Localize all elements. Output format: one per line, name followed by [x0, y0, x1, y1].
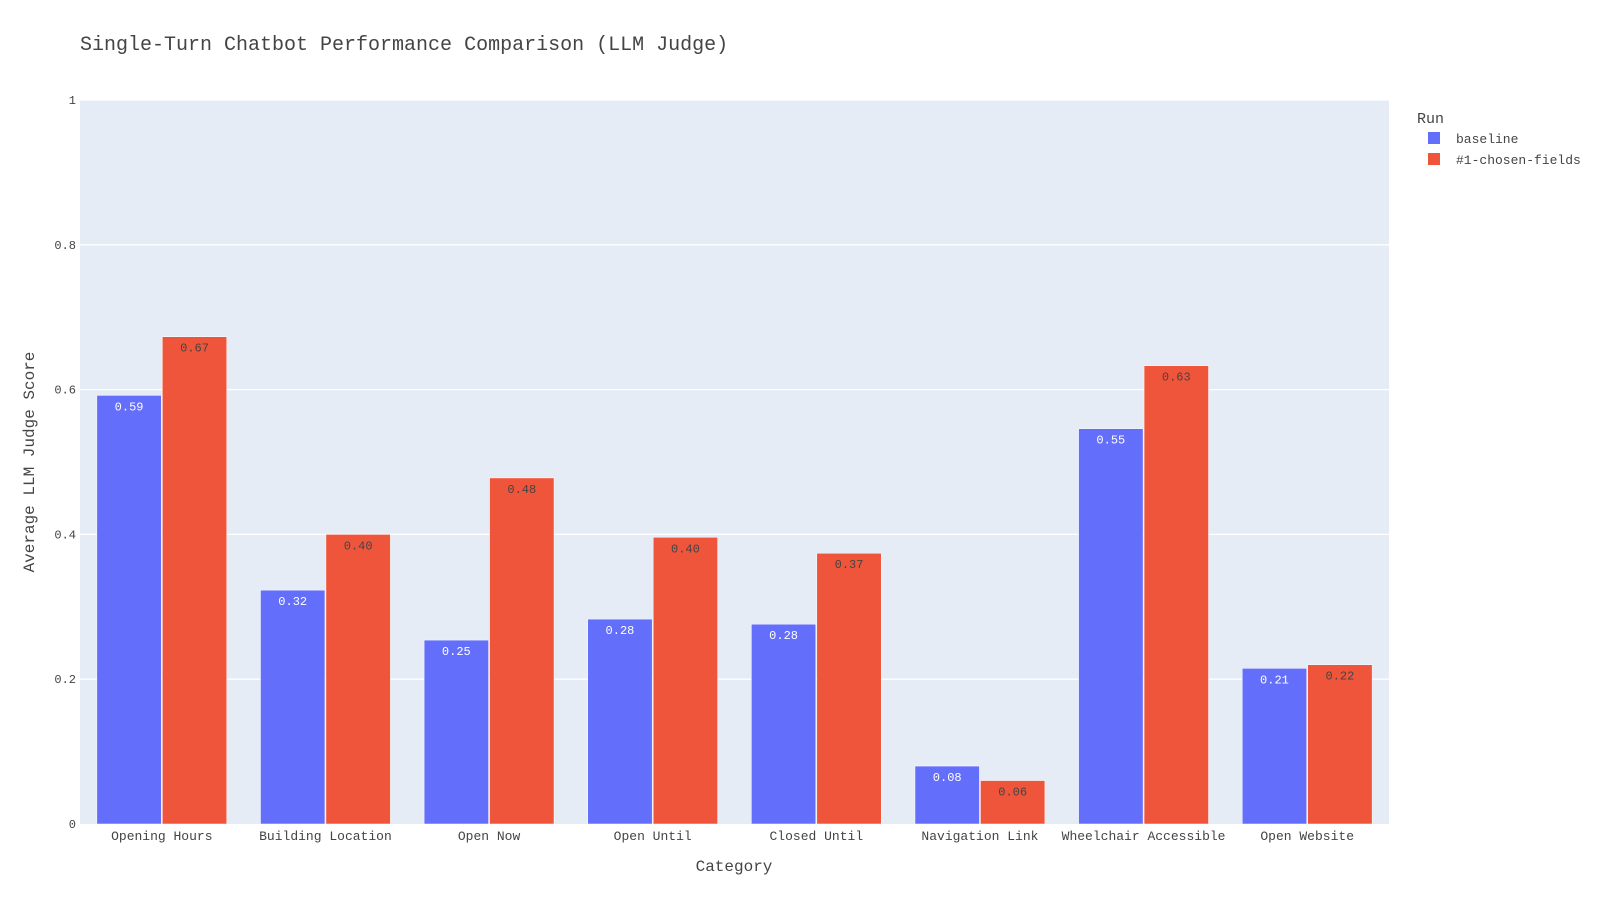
- y-tick-label: 0.8: [54, 239, 76, 253]
- bar-data-label: 0.06: [998, 786, 1027, 800]
- bar-baseline: [260, 589, 326, 825]
- y-axis-ticks: 0 0.2 0.4 0.6 0.8 1: [54, 94, 76, 832]
- y-tick-label: 0.2: [54, 673, 76, 687]
- y-tick-label: 0: [69, 818, 76, 832]
- bar-data-label: 0.40: [671, 542, 700, 556]
- legend-swatch: [1428, 153, 1440, 165]
- bar-data-label: 0.67: [180, 342, 209, 356]
- bar-1-chosen-fields: [489, 477, 555, 825]
- bar-data-label: 0.37: [835, 558, 864, 572]
- y-tick-label: 0.4: [54, 528, 76, 542]
- bar-data-label: 0.22: [1326, 670, 1355, 684]
- bar-baseline: [423, 639, 489, 825]
- legend-swatch: [1428, 132, 1440, 144]
- bar-1-chosen-fields: [980, 780, 1046, 825]
- x-tick-label: Building Location: [259, 829, 392, 844]
- chart-title: Single-Turn Chatbot Performance Comparis…: [80, 34, 728, 57]
- bar-baseline: [587, 618, 653, 825]
- x-tick-label: Opening Hours: [111, 829, 212, 844]
- bar-baseline: [96, 395, 162, 825]
- x-tick-label: Navigation Link: [921, 829, 1038, 844]
- bar-data-label: 0.21: [1260, 673, 1289, 687]
- bar-1-chosen-fields: [1307, 664, 1373, 825]
- bar-data-label: 0.32: [278, 595, 307, 609]
- x-tick-label: Wheelchair Accessible: [1062, 829, 1226, 844]
- bar-data-label: 0.48: [507, 483, 536, 497]
- bar-1-chosen-fields: [652, 537, 718, 825]
- y-axis-title: Average LLM Judge Score: [21, 352, 39, 573]
- bar-data-label: 0.59: [115, 400, 144, 414]
- x-axis-ticks: Opening Hours Building Location Open Now Op…: [111, 829, 1354, 844]
- bar-data-label: 0.63: [1162, 371, 1191, 385]
- x-tick-label: Closed Until: [770, 829, 864, 844]
- bar-data-label: 0.40: [344, 539, 373, 553]
- x-axis-title: Category: [696, 858, 773, 876]
- bar-baseline: [751, 623, 817, 825]
- bar-data-labels: 0.59 0.67 0.32 0.40 0.25 0.48 0.28 0.40 0.28 0.37…: [115, 342, 1355, 800]
- bar-1-chosen-fields: [1143, 365, 1209, 825]
- bar-baseline: [914, 765, 980, 825]
- legend-label: baseline: [1456, 132, 1518, 147]
- bar-data-label: 0.08: [933, 771, 962, 785]
- y-tick-label: 1: [69, 94, 76, 108]
- bar-1-chosen-fields: [325, 534, 391, 825]
- bars: [96, 336, 1373, 825]
- bar-data-label: 0.55: [1096, 434, 1125, 448]
- legend-title: Run: [1417, 111, 1444, 128]
- bar-baseline: [1241, 668, 1307, 825]
- bar-data-label: 0.28: [769, 629, 798, 643]
- y-tick-label: 0.6: [54, 384, 76, 398]
- legend-items: baseline #1-chosen-fields: [1428, 132, 1581, 168]
- legend: Run baseline #1-chosen-fields: [1417, 111, 1581, 168]
- bar-data-label: 0.25: [442, 645, 471, 659]
- bar-1-chosen-fields: [816, 552, 882, 825]
- bar-data-label: 0.28: [606, 624, 635, 638]
- x-tick-label: Open Now: [458, 829, 521, 844]
- bar-1-chosen-fields: [162, 336, 228, 825]
- x-tick-label: Open Website: [1260, 829, 1354, 844]
- x-tick-label: Open Until: [614, 829, 692, 844]
- bar-baseline: [1078, 428, 1144, 825]
- legend-label: #1-chosen-fields: [1456, 153, 1581, 168]
